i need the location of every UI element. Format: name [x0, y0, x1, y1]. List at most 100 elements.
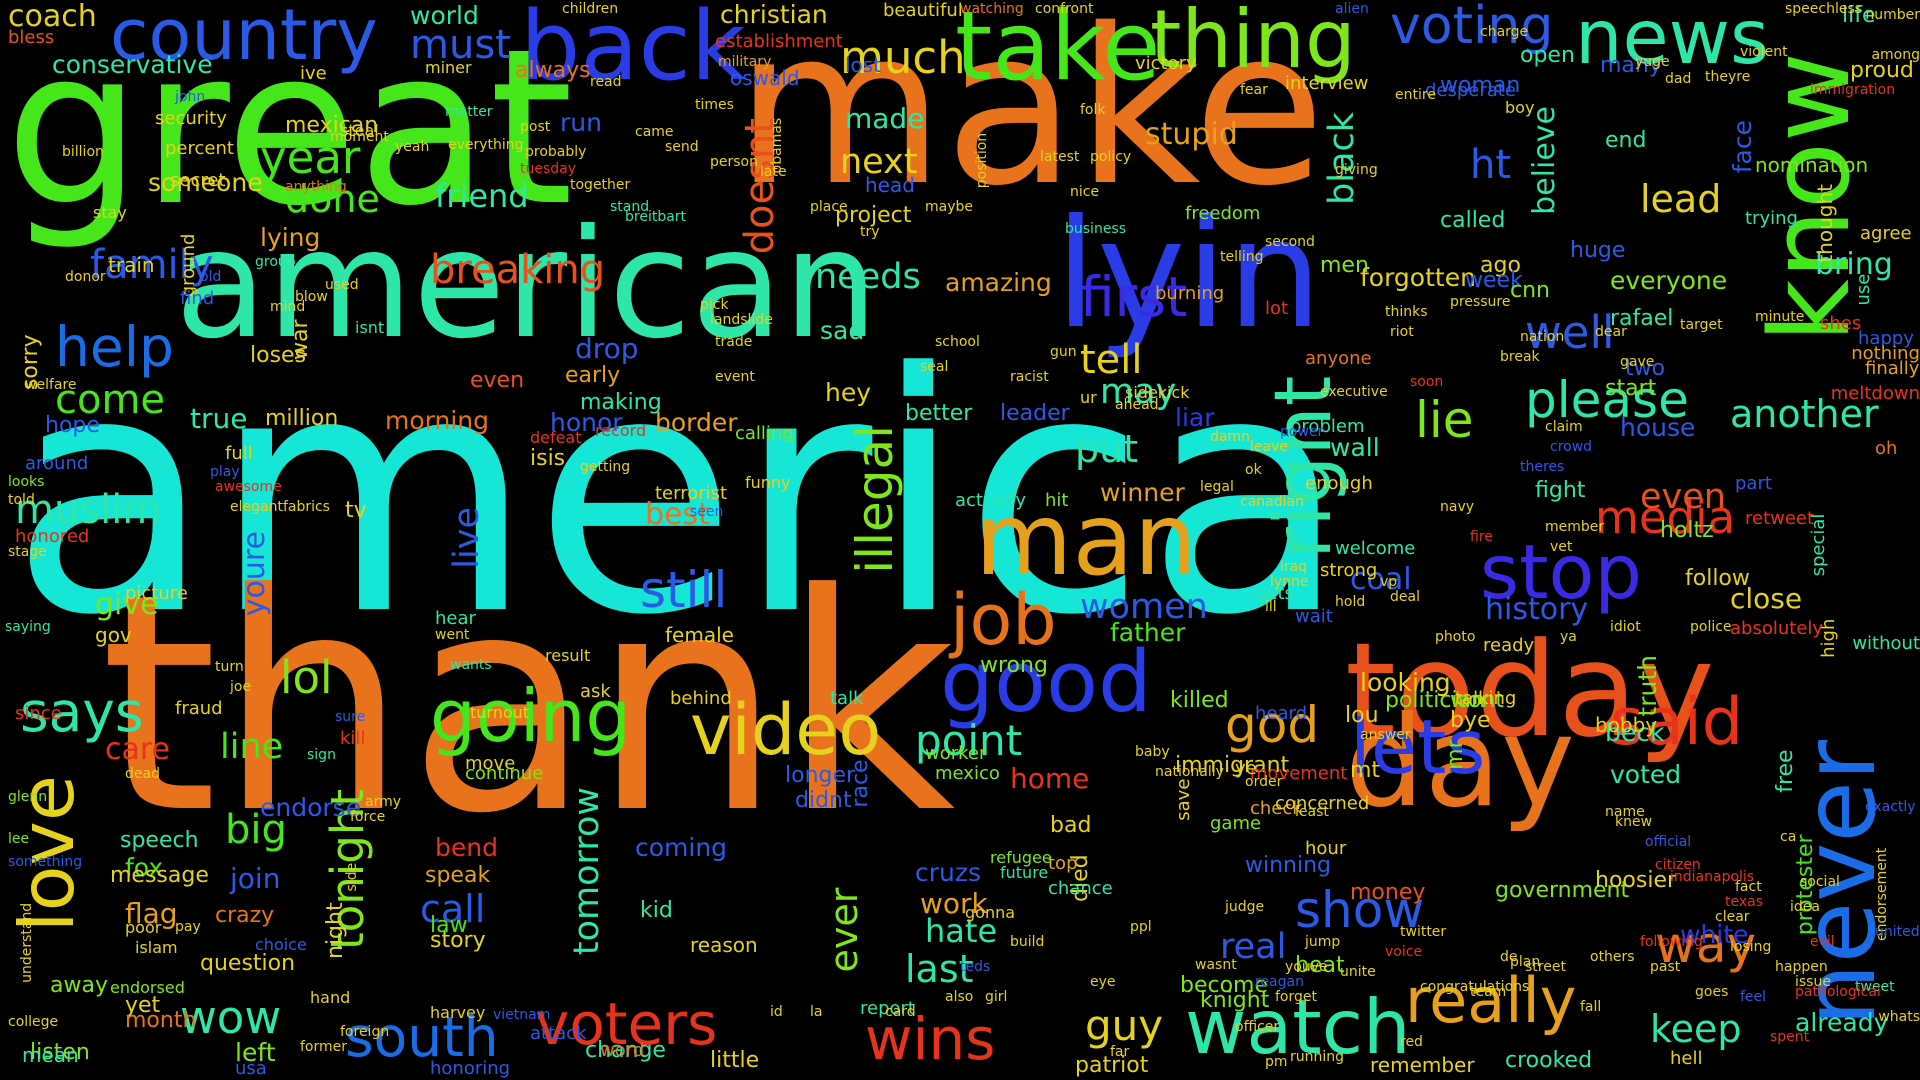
cloud-word-watching: watching [960, 1, 1024, 17]
cloud-word-lyin: lyin [1055, 188, 1323, 362]
cloud-word-desperate: desperate [1425, 80, 1516, 101]
cloud-word-lou: lou [1345, 703, 1379, 728]
cloud-word-black: black [1322, 112, 1362, 205]
cloud-word-bad: bad [1050, 813, 1092, 838]
cloud-word-officer: officer [1235, 1019, 1280, 1035]
cloud-word-speech: speech [120, 828, 199, 853]
cloud-word-welcome: welcome [1335, 538, 1416, 559]
cloud-word-social: social [1800, 874, 1840, 890]
cloud-word-last: last [905, 947, 974, 991]
cloud-word-full: full [225, 443, 253, 464]
cloud-word-wow: wow [180, 991, 282, 1044]
cloud-word-crowd: crowd [1550, 439, 1593, 455]
cloud-word-losing: losing [1730, 939, 1772, 955]
cloud-word-nothing: nothing [1851, 343, 1920, 364]
cloud-word-game: game [1210, 813, 1262, 834]
cloud-word-giving: giving [1335, 162, 1378, 178]
cloud-word-pressure: pressure [1450, 294, 1511, 310]
cloud-word-funny: funny [745, 473, 791, 492]
cloud-word-foreign: foreign [340, 1024, 390, 1040]
cloud-word-patriot: patriot [1075, 1053, 1149, 1078]
cloud-word-soon: soon [1410, 374, 1444, 390]
cloud-word-hey: hey [825, 378, 872, 407]
cloud-word-nomination: nomination [1755, 153, 1869, 177]
cloud-word-call: call [420, 887, 486, 931]
cloud-word-fire: fire [1470, 529, 1493, 545]
cloud-word-beat: beat [1295, 953, 1345, 978]
cloud-word-reagan: reagan [1255, 974, 1304, 990]
cloud-word-voting: voting [1390, 0, 1554, 56]
cloud-word-choice: choice [255, 935, 307, 954]
cloud-word-big: big [225, 807, 287, 853]
cloud-word-home: home [1010, 762, 1090, 795]
cloud-word-longer: longer [785, 763, 856, 788]
cloud-word-day: day [1345, 690, 1575, 835]
cloud-word-security: security [155, 108, 227, 129]
cloud-word-order: order [1245, 774, 1283, 790]
cloud-word-reason: reason [690, 933, 758, 957]
cloud-word-money: money [1350, 880, 1426, 905]
cloud-word-ask: ask [580, 681, 611, 702]
cloud-word-past: past [1650, 959, 1681, 975]
cloud-word-cruzs: cruzs [915, 858, 982, 887]
cloud-word-poor: poor [125, 918, 162, 937]
cloud-word-children: children [562, 1, 619, 17]
cloud-word-loses: loses [250, 343, 307, 368]
cloud-word-harvey: harvey [430, 1003, 486, 1022]
cloud-word-remember: remember [1370, 1053, 1475, 1077]
cloud-word-red: red [1400, 1034, 1423, 1050]
cloud-word-policy: policy [1090, 149, 1132, 165]
cloud-word-needs: needs [815, 257, 921, 297]
cloud-word-probably: probably [525, 144, 587, 160]
cloud-word-head: head [865, 173, 915, 197]
cloud-word-charge: charge [1480, 24, 1529, 40]
cloud-word-video: video [690, 689, 882, 771]
cloud-word-wont: wont [1450, 688, 1505, 713]
cloud-word-rafael: rafael [1610, 306, 1674, 331]
cloud-word-meltdown: meltdown [1830, 383, 1920, 404]
cloud-word-bye: bye [1450, 708, 1491, 733]
cloud-word-leader: leader [1000, 401, 1070, 426]
cloud-word-riot: riot [1390, 324, 1414, 340]
cloud-word-done: done [285, 177, 380, 221]
cloud-word-stand: stand [610, 199, 650, 215]
cloud-word-lee: lee [8, 831, 30, 847]
cloud-word-tweet: tweet [1855, 979, 1895, 995]
cloud-word-job: job [950, 579, 1057, 661]
cloud-word-coal: coal [1350, 562, 1412, 597]
cloud-word-confront: confront [1035, 1, 1094, 17]
cloud-word-attack: attack [530, 1023, 587, 1044]
cloud-word-clear: clear [1715, 909, 1750, 925]
cloud-word-lost: lost [845, 53, 882, 77]
cloud-word-free: free [1773, 749, 1798, 793]
cloud-word-without: without [1852, 633, 1920, 654]
cloud-word-folk: folk [1080, 102, 1106, 118]
cloud-word-deal: deal [1390, 589, 1420, 605]
cloud-word-many: many [1600, 53, 1662, 78]
cloud-word-ahead: ahead [1115, 397, 1159, 413]
cloud-word-congratulations: congratulations [1420, 979, 1530, 995]
cloud-word-america: america [10, 303, 1348, 687]
cloud-word-former: former [300, 1039, 348, 1055]
cloud-word-gave: gave [1620, 354, 1655, 370]
cloud-word-endorse: endorse [260, 793, 362, 822]
cloud-word-voice: voice [1385, 944, 1423, 960]
cloud-word-burning: burning [1155, 283, 1225, 304]
cloud-word-following: following [1640, 934, 1703, 950]
cloud-word-early: early [565, 363, 621, 388]
cloud-word-close: close [1730, 582, 1803, 615]
cloud-word-even: even [1640, 477, 1726, 517]
cloud-word-politician: politician [1385, 688, 1486, 713]
cloud-word-wants: wants [450, 657, 492, 673]
cloud-word-awesome: awesome [215, 479, 282, 495]
cloud-word-told: told [8, 492, 35, 508]
cloud-word-looking: looking [1360, 668, 1451, 697]
cloud-word-country: country [110, 0, 378, 76]
cloud-word-retweet: retweet [1745, 508, 1815, 529]
cloud-word-media: media [1595, 491, 1736, 544]
cloud-word-plan: plan [1510, 954, 1541, 970]
cloud-word-army: army [365, 794, 402, 810]
cloud-word-next: next [840, 142, 918, 182]
cloud-word-way: way [1655, 916, 1757, 974]
cloud-word-listen: listen [30, 1040, 90, 1065]
